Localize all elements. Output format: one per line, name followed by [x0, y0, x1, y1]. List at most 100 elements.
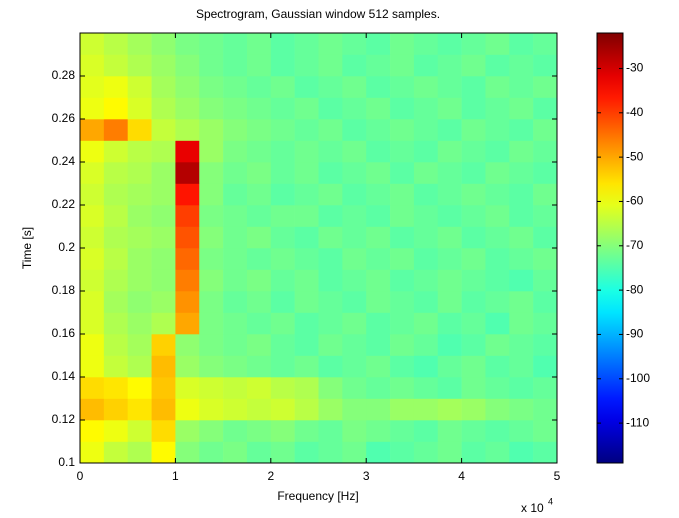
heatmap-cell [366, 205, 391, 227]
colorbar-tick-label: -110 [626, 415, 649, 429]
heatmap-cell [509, 420, 534, 442]
heatmap-cell [533, 183, 558, 206]
heatmap-cell [199, 334, 224, 356]
colorbar-tick-label: -100 [626, 371, 650, 385]
heatmap-cell [103, 248, 128, 270]
heatmap-cell [103, 183, 128, 206]
heatmap-cell [151, 420, 176, 442]
heatmap-cell [390, 355, 415, 378]
heatmap-cell [270, 183, 295, 206]
heatmap-cell [318, 76, 343, 98]
heatmap-cell [437, 97, 462, 120]
heatmap-cell [151, 269, 176, 292]
heatmap-cell [318, 441, 343, 464]
heatmap-cell [485, 97, 510, 120]
heatmap-cell [342, 355, 367, 378]
heatmap-cell [390, 183, 415, 206]
heatmap-cell [127, 441, 152, 464]
heatmap-cell [127, 205, 152, 227]
heatmap-cell [342, 420, 367, 442]
heatmap-cell [127, 119, 152, 141]
heatmap-cell [223, 420, 248, 442]
heatmap-cell [103, 291, 128, 313]
heatmap-cell [461, 291, 486, 313]
heatmap-cell [437, 205, 462, 227]
heatmap-cell [199, 97, 224, 120]
heatmap-cell [509, 441, 534, 464]
heatmap-cell [246, 398, 272, 421]
heatmap-cell [461, 226, 486, 249]
heatmap-cell [461, 97, 486, 120]
heatmap-cell [246, 269, 272, 292]
heatmap-cell [342, 140, 367, 163]
heatmap-cell [413, 248, 439, 270]
heatmap-cell [318, 248, 343, 270]
heatmap-cell [533, 355, 558, 378]
heatmap-cell [270, 334, 295, 356]
heatmap-cell [127, 355, 152, 378]
heatmap-cell [485, 377, 510, 399]
heatmap-cell [223, 162, 248, 184]
heatmap-cell [127, 183, 152, 206]
heatmap-cell [318, 54, 343, 77]
heatmap-cell [437, 76, 462, 98]
y-tick-label: 0.26 [52, 111, 76, 125]
heatmap-cell [175, 441, 200, 464]
heatmap-cell [223, 334, 248, 356]
heatmap-cell [342, 97, 367, 120]
heatmap-cell [390, 76, 415, 98]
heatmap-cell [223, 119, 248, 141]
heatmap-cell [533, 334, 558, 356]
x-axis-label: Frequency [Hz] [277, 489, 358, 503]
heatmap-cell [127, 420, 152, 442]
heatmap-cell [461, 140, 486, 163]
heatmap-cell [246, 291, 272, 313]
heatmap-cell [509, 334, 534, 356]
heatmap-cell [390, 54, 415, 77]
heatmap-cell [127, 54, 152, 77]
heatmap-cell [103, 334, 128, 356]
heatmap-cell [390, 291, 415, 313]
heatmap-cell [103, 33, 128, 55]
heatmap-cell [413, 162, 439, 184]
heatmap-cell [151, 97, 176, 120]
colorbar [596, 32, 624, 464]
heatmap-cell [437, 334, 462, 356]
heatmap-cell [533, 119, 558, 141]
heatmap-cell [485, 269, 510, 292]
heatmap-cell [533, 226, 558, 249]
heatmap-cell [270, 291, 295, 313]
heatmap-cell [533, 420, 558, 442]
heatmap-cell [485, 355, 510, 378]
heatmap-cell [342, 248, 367, 270]
heatmap-cell [199, 54, 224, 77]
heatmap-cell [223, 140, 248, 163]
heatmap-cell [103, 420, 128, 442]
heatmap-cell [366, 140, 391, 163]
heatmap-cell [199, 205, 224, 227]
heatmap-cell [509, 248, 534, 270]
heatmap-cell [485, 420, 510, 442]
heatmap-cell [342, 205, 367, 227]
heatmap-cell [509, 205, 534, 227]
heatmap-cell [151, 441, 176, 464]
heatmap-cell [223, 291, 248, 313]
heatmap-cell [270, 441, 295, 464]
heatmap-cell [318, 291, 343, 313]
heatmap-cell [390, 205, 415, 227]
heatmap-cell [461, 420, 486, 442]
heatmap-cell [199, 248, 224, 270]
heatmap-cell [246, 334, 272, 356]
heatmap-cell [103, 226, 128, 249]
heatmap-cell [294, 33, 319, 55]
heatmap-cell [294, 119, 319, 141]
heatmap-cell [485, 140, 510, 163]
heatmap-cell [533, 140, 558, 163]
heatmap-cell [80, 226, 105, 249]
heatmap-cell [199, 441, 224, 464]
heatmap-cell [294, 183, 319, 206]
heatmap-cell [318, 355, 343, 378]
heatmap-cell [413, 269, 439, 292]
heatmap-cell [390, 398, 415, 421]
heatmap-cell [413, 183, 439, 206]
